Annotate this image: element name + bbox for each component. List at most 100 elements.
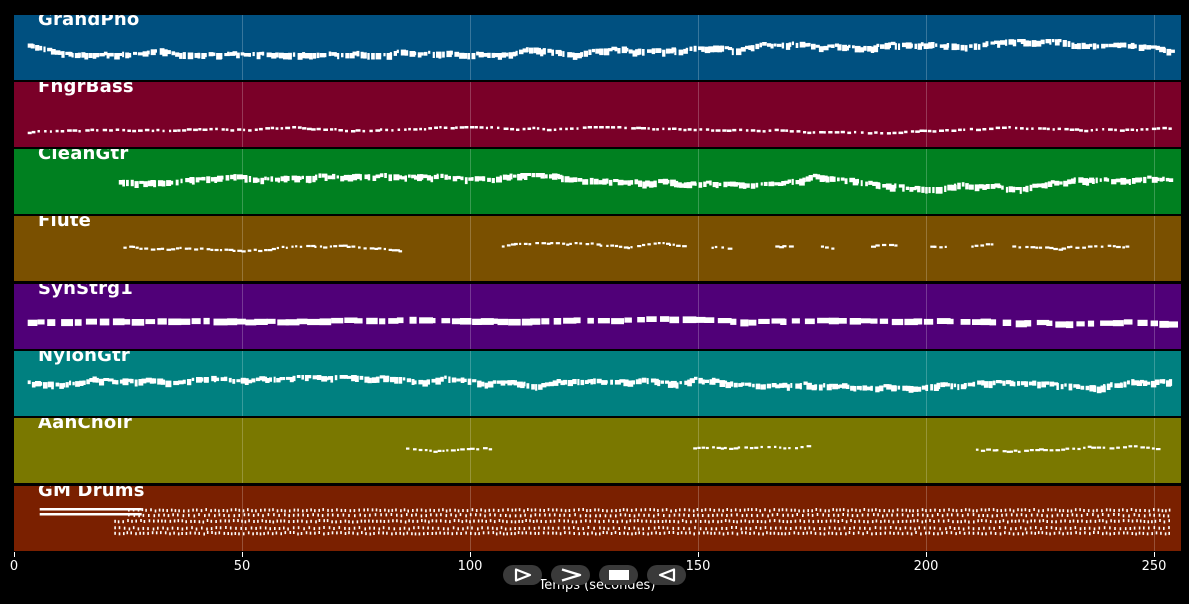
note-mark — [169, 532, 171, 536]
note-mark — [921, 186, 925, 193]
note-mark — [540, 519, 542, 523]
note-mark — [506, 520, 508, 524]
note-mark — [585, 519, 587, 523]
note-mark — [167, 514, 170, 518]
note-mark — [480, 508, 482, 512]
note-mark — [1112, 245, 1116, 248]
note-mark — [580, 379, 585, 386]
forward-button[interactable] — [551, 565, 590, 585]
note-mark — [47, 47, 53, 52]
note-mark — [500, 526, 503, 530]
note-mark — [248, 53, 251, 57]
note-mark — [621, 519, 623, 523]
note-mark — [161, 519, 163, 523]
grid-line — [925, 82, 927, 147]
note-mark — [769, 531, 772, 535]
play-button[interactable] — [503, 565, 542, 585]
note-mark — [77, 52, 81, 58]
note-mark — [251, 509, 253, 513]
grid-line — [469, 149, 471, 214]
note-mark — [228, 248, 234, 251]
note-mark — [915, 531, 917, 534]
track-name: AahChoir — [38, 418, 132, 433]
note-mark — [1075, 513, 1078, 517]
note-mark — [359, 174, 362, 181]
note-mark — [863, 45, 867, 51]
note-mark — [912, 187, 917, 191]
note-mark — [1046, 520, 1048, 523]
note-mark — [814, 384, 818, 390]
note-mark — [1102, 128, 1105, 131]
note-mark — [1150, 45, 1157, 49]
note-mark — [839, 384, 844, 388]
note-mark — [561, 175, 564, 183]
note-mark — [408, 527, 410, 531]
note-mark — [1145, 128, 1149, 131]
note-mark — [668, 514, 671, 518]
note-mark — [683, 48, 688, 54]
note-mark — [807, 131, 812, 135]
note-mark — [867, 508, 870, 512]
note-mark — [944, 245, 947, 248]
note-mark — [417, 174, 422, 182]
note-mark — [361, 531, 363, 535]
note-mark — [907, 514, 909, 518]
note-mark — [710, 531, 712, 535]
note-mark — [177, 519, 180, 523]
note-mark — [1038, 127, 1042, 130]
note-mark — [842, 44, 848, 52]
note-mark — [419, 317, 433, 324]
note-mark — [935, 43, 938, 47]
note-mark — [901, 532, 904, 536]
note-mark — [1113, 509, 1115, 513]
note-mark — [367, 174, 371, 181]
note-mark — [945, 531, 948, 535]
note-mark — [1049, 246, 1054, 250]
note-mark — [1124, 527, 1127, 531]
note-mark — [1067, 509, 1069, 513]
note-mark — [1108, 128, 1113, 131]
note-mark — [1109, 508, 1112, 512]
note-mark — [478, 532, 480, 536]
note-mark — [741, 382, 745, 386]
note-mark — [296, 318, 308, 325]
note-mark — [515, 50, 518, 56]
note-mark — [676, 182, 682, 188]
note-mark — [1056, 513, 1059, 517]
note-mark — [454, 508, 456, 512]
note-mark — [909, 509, 911, 513]
note-mark — [1042, 519, 1045, 523]
note-mark — [490, 126, 493, 129]
note-mark — [409, 316, 417, 324]
note-mark — [536, 127, 540, 130]
note-mark — [1009, 380, 1014, 387]
note-mark — [668, 48, 674, 54]
note-mark — [342, 244, 348, 247]
note-mark — [968, 520, 970, 524]
note-mark — [978, 514, 980, 518]
note-mark — [1155, 531, 1158, 535]
note-mark — [1168, 508, 1171, 512]
note-mark — [487, 52, 491, 58]
note-mark — [391, 532, 393, 536]
grid-line — [469, 15, 471, 80]
note-mark — [355, 129, 361, 132]
note-mark — [713, 45, 719, 53]
note-mark — [540, 49, 544, 57]
note-mark — [180, 178, 183, 184]
note-mark — [1143, 520, 1146, 523]
note-mark — [1086, 513, 1089, 516]
note-mark — [572, 379, 577, 385]
note-mark — [1156, 177, 1160, 182]
note-mark — [256, 52, 261, 60]
rewind-button[interactable] — [647, 565, 686, 585]
note-mark — [683, 508, 686, 512]
note-mark — [344, 509, 347, 512]
note-mark — [487, 526, 489, 530]
note-mark — [1127, 519, 1130, 523]
note-mark — [593, 526, 595, 530]
stop-button[interactable] — [599, 565, 638, 585]
note-mark — [587, 532, 589, 536]
note-mark — [262, 514, 264, 518]
note-mark — [202, 520, 205, 524]
